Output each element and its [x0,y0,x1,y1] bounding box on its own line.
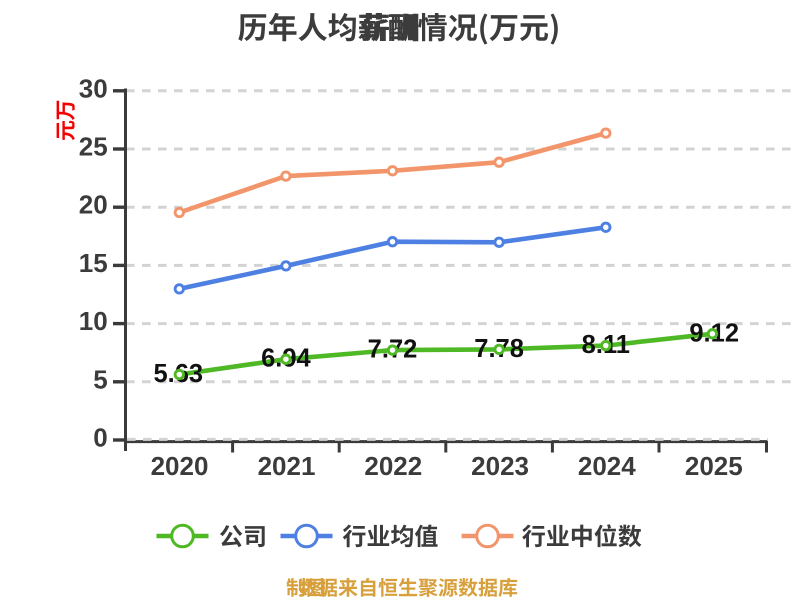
svg-text:2024: 2024 [578,451,636,481]
svg-text:2021: 2021 [258,451,316,481]
svg-text:25: 25 [79,132,108,162]
svg-text:0: 0 [93,423,107,453]
svg-text:10: 10 [79,306,108,336]
svg-text:2022: 2022 [364,451,422,481]
svg-text:20: 20 [79,190,108,220]
svg-text:15: 15 [79,248,108,278]
svg-text:2025: 2025 [685,451,743,481]
svg-text:2023: 2023 [471,451,529,481]
svg-text:5: 5 [93,364,107,394]
svg-text:30: 30 [79,73,108,103]
svg-text:2020: 2020 [151,451,209,481]
